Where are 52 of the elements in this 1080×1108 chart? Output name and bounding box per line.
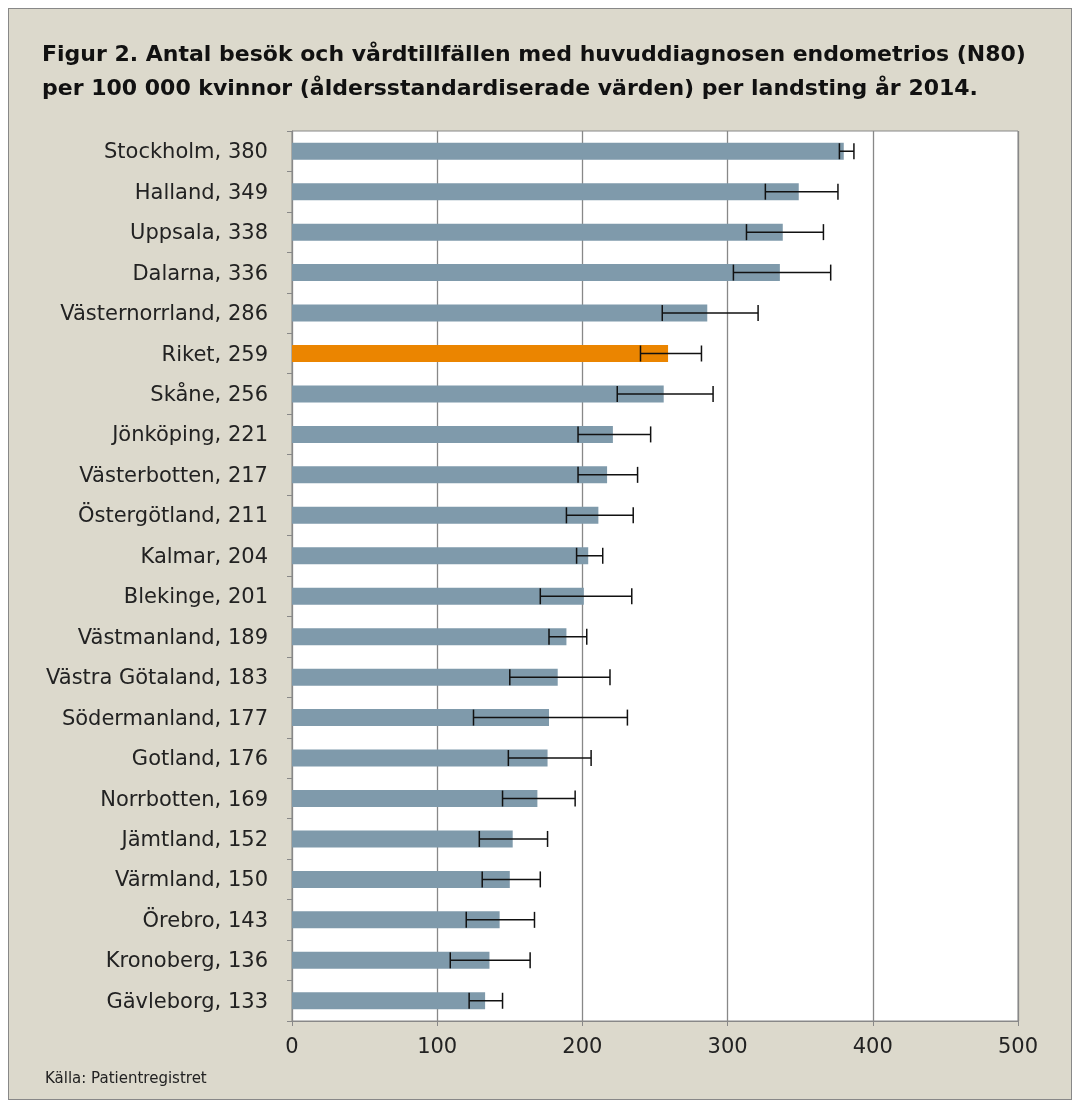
- bar: [292, 790, 538, 807]
- chart-title: Figur 2. Antal besök och vårdtillfällen med huvuddiagnosen endometrios (N80) per 100 000 kvinnor (åldersstandardiserade värden) per landsting år 2014.: [42, 40, 1034, 100]
- y-tick-label: Jönköping, 221: [110, 422, 268, 447]
- bar: [292, 709, 549, 727]
- y-tick-label: Gävleborg, 133: [106, 988, 268, 1013]
- x-tick-label: 0: [285, 1033, 299, 1058]
- y-tick-label: Södermanland, 177: [61, 705, 268, 730]
- x-tick-label: 300: [707, 1033, 748, 1058]
- y-tick-label: Blekinge, 201: [123, 584, 268, 609]
- y-tick-label: Kronoberg, 136: [105, 948, 268, 973]
- y-tick-label: Västmanland, 189: [77, 624, 268, 649]
- bar: [292, 425, 613, 443]
- y-tick-label: Kalmar, 204: [140, 543, 268, 568]
- bar: [292, 506, 599, 524]
- y-tick-label: Västra Götaland, 183: [46, 665, 268, 690]
- bar: [292, 668, 558, 686]
- x-tick-label: 100: [417, 1033, 458, 1058]
- y-tick-label: Halland, 349: [134, 179, 268, 204]
- bar: [292, 749, 548, 767]
- bar: [292, 547, 589, 565]
- bar: [292, 223, 783, 241]
- y-tick-label: Riket, 259: [161, 341, 268, 366]
- y-tick-label: Norrbotten, 169: [100, 786, 268, 811]
- bar: [292, 830, 513, 848]
- bar: [292, 951, 490, 969]
- y-tick-label: Värmland, 150: [114, 867, 268, 892]
- x-tick-label: 200: [562, 1033, 603, 1058]
- y-tick-label: Östergötland, 211: [77, 502, 268, 528]
- bar: [292, 345, 669, 362]
- bar: [292, 628, 567, 646]
- y-tick-label: Västerbotten, 217: [79, 462, 268, 487]
- bar: [292, 870, 510, 888]
- bar: [292, 911, 500, 929]
- y-tick-label: Uppsala, 338: [130, 220, 268, 245]
- bar: [292, 587, 584, 605]
- bar: [292, 466, 608, 484]
- bar: [292, 183, 799, 201]
- x-tick-label: 400: [852, 1033, 893, 1058]
- x-tick-label: 500: [997, 1033, 1039, 1058]
- y-tick-label: Dalarna, 336: [132, 260, 268, 285]
- bar: [292, 304, 708, 322]
- y-tick-label: Skåne, 256: [150, 380, 268, 406]
- y-tick-label: Stockholm, 380: [103, 139, 268, 164]
- y-tick-label: Gotland, 176: [131, 746, 268, 771]
- bar: [292, 385, 664, 403]
- bar: [292, 142, 844, 160]
- y-tick-label: Jämtland, 152: [119, 826, 268, 851]
- bar: [292, 992, 486, 1010]
- y-tick-label: Västernorrland, 286: [60, 301, 268, 326]
- bar: [292, 264, 780, 282]
- y-tick-label: Örebro, 143: [142, 906, 268, 932]
- text: Källa: Patientregistret: [45, 1068, 207, 1087]
